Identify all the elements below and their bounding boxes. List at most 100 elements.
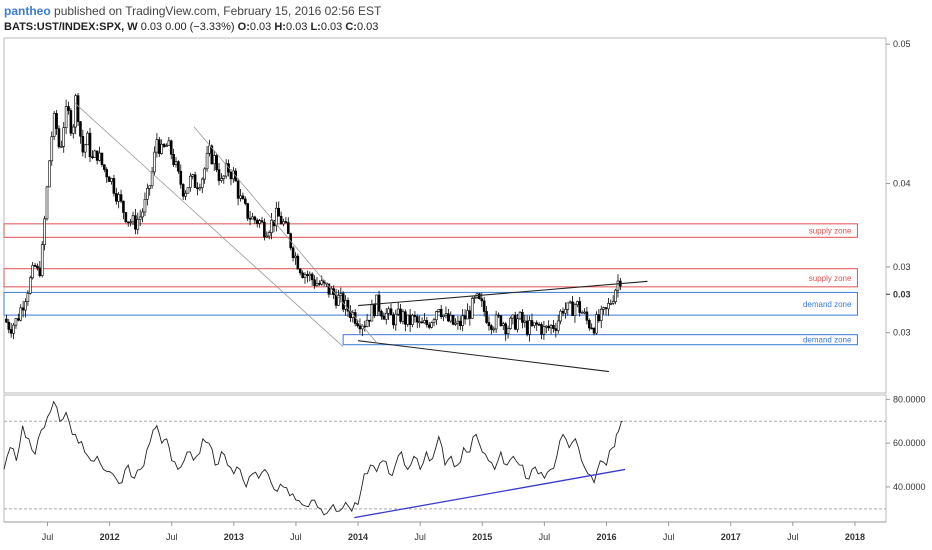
candle-body [609, 303, 613, 305]
candle-body [449, 315, 453, 322]
candle-body [160, 143, 163, 154]
candle-body [296, 255, 300, 270]
candle-body [167, 140, 171, 146]
candle-body [124, 212, 128, 223]
candle-body [552, 325, 555, 329]
x-tick-label: Jul [787, 532, 799, 542]
candle-body [473, 297, 476, 299]
candle-body [265, 235, 269, 238]
x-tick-label: Jul [414, 532, 426, 542]
publish-line: pantheo published on TradingView.com, Fe… [4, 4, 381, 18]
candle-body [396, 308, 400, 315]
candle-body [614, 289, 617, 303]
candle-body [88, 132, 92, 158]
candle-body [337, 295, 340, 306]
candle-body [141, 211, 144, 218]
candle-body [568, 301, 572, 304]
candle-body [81, 135, 85, 153]
candle-body [576, 301, 579, 306]
candle-body [17, 318, 20, 321]
candle-body [129, 221, 132, 224]
open-label: O: [237, 21, 250, 33]
candle-body [602, 307, 605, 310]
candle-body [346, 300, 350, 312]
high-label: H: [274, 21, 286, 33]
published-text: published on TradingView.com, February 1… [54, 4, 382, 18]
candle-body [134, 215, 137, 230]
candle-body [561, 310, 565, 314]
candle-body [253, 216, 257, 221]
x-tick-label: 2014 [348, 532, 368, 542]
x-tick-label: 2013 [224, 532, 244, 542]
supply-zone-box[interactable] [3, 223, 858, 238]
low-label: L: [310, 21, 321, 33]
open-value: 0.03 [249, 21, 272, 33]
supply-zone-box[interactable] [3, 268, 858, 288]
candle-body [549, 325, 553, 329]
rsi-trend-line[interactable] [354, 468, 626, 519]
trend-line[interactable] [357, 280, 648, 307]
x-tick-label: Jul [290, 532, 302, 542]
candle-body [492, 328, 496, 331]
candle-body [437, 309, 441, 312]
candle-body [105, 169, 109, 178]
candle-body [251, 216, 254, 220]
candle-body [294, 255, 297, 259]
candle-body [55, 113, 58, 129]
candle-body [544, 325, 548, 328]
candle-body [50, 136, 54, 162]
candle-body [260, 220, 264, 223]
candle-body [74, 95, 77, 128]
candle-body [310, 273, 314, 281]
candle-body [341, 293, 345, 310]
candle-body [270, 219, 273, 233]
candle-body [490, 325, 493, 330]
candle-body [535, 322, 539, 325]
demand-zone-box[interactable] [3, 291, 858, 316]
supply-zone-label: supply zone [809, 274, 852, 283]
candle-body [306, 274, 309, 277]
candle-body [401, 311, 405, 322]
author-name[interactable]: pantheo [4, 4, 51, 18]
candle-body [193, 174, 197, 188]
candle-body [76, 95, 80, 122]
trend-line[interactable] [357, 340, 610, 373]
candle-body [487, 322, 491, 327]
candle-body [24, 301, 27, 311]
candle-body [91, 156, 94, 159]
candle-body [100, 152, 104, 166]
candle-body [222, 175, 226, 179]
candle-body [447, 313, 450, 322]
candle-body [33, 265, 37, 267]
candle-body [442, 314, 445, 317]
candle-body [611, 301, 615, 304]
candle-body [411, 315, 414, 325]
candle-body [119, 194, 123, 202]
candle-body [169, 140, 173, 155]
rsi-tick-label: 60.0000 [893, 438, 926, 448]
x-tick-label: 2012 [100, 532, 120, 542]
candle-body [356, 323, 359, 327]
candle-body [122, 200, 125, 213]
candle-body [200, 178, 204, 188]
channel-line[interactable] [74, 102, 344, 348]
candle-body [372, 304, 376, 317]
candle-body [315, 283, 319, 286]
demand-zone-box[interactable] [342, 334, 858, 346]
symbol-name[interactable]: BATS:UST/INDEX:SPX, W [4, 21, 138, 33]
candle-body [358, 325, 362, 330]
candle-body [513, 314, 517, 330]
candle-body [210, 145, 214, 165]
channel-line[interactable] [193, 126, 377, 343]
candle-body [425, 320, 429, 326]
candle-body [172, 154, 175, 165]
price-pane-frame [3, 37, 887, 394]
candle-body [439, 309, 443, 317]
last-value-label: 0.03 [893, 289, 911, 299]
low-value: 0.03 [320, 21, 343, 33]
candle-body [93, 150, 97, 158]
candle-body [523, 320, 527, 323]
candle-body [525, 320, 529, 335]
candle-body [103, 164, 106, 170]
